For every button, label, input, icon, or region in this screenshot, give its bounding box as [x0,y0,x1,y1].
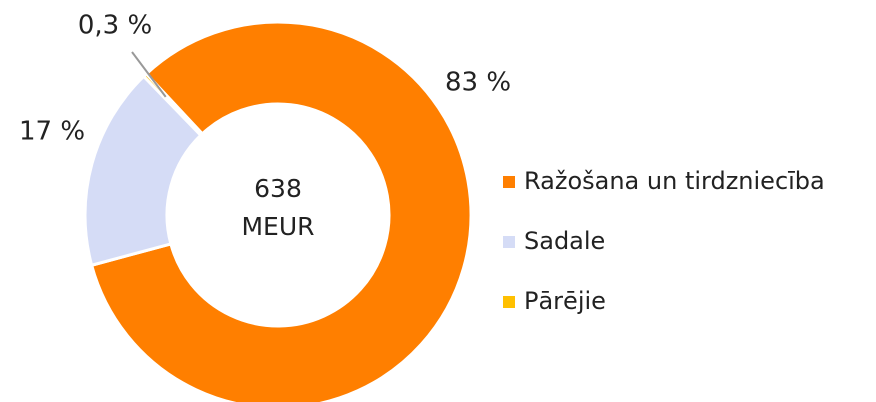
slice-label: 83 % [445,68,511,98]
slice [141,71,205,138]
legend-label: Sadale [524,227,605,255]
center-value: 638 [254,174,302,203]
center-unit: MEUR [241,212,314,241]
legend-label: Pārējie [524,287,606,315]
legend-swatch [503,176,515,188]
legend-swatch [503,236,515,248]
slice-label: 0,3 % [78,11,152,41]
slice-label: 17 % [19,117,85,147]
legend-label: Ražošana un tirdzniecība [524,167,825,195]
legend-swatch [503,296,515,308]
leader-line [131,51,167,98]
slice [89,20,473,402]
